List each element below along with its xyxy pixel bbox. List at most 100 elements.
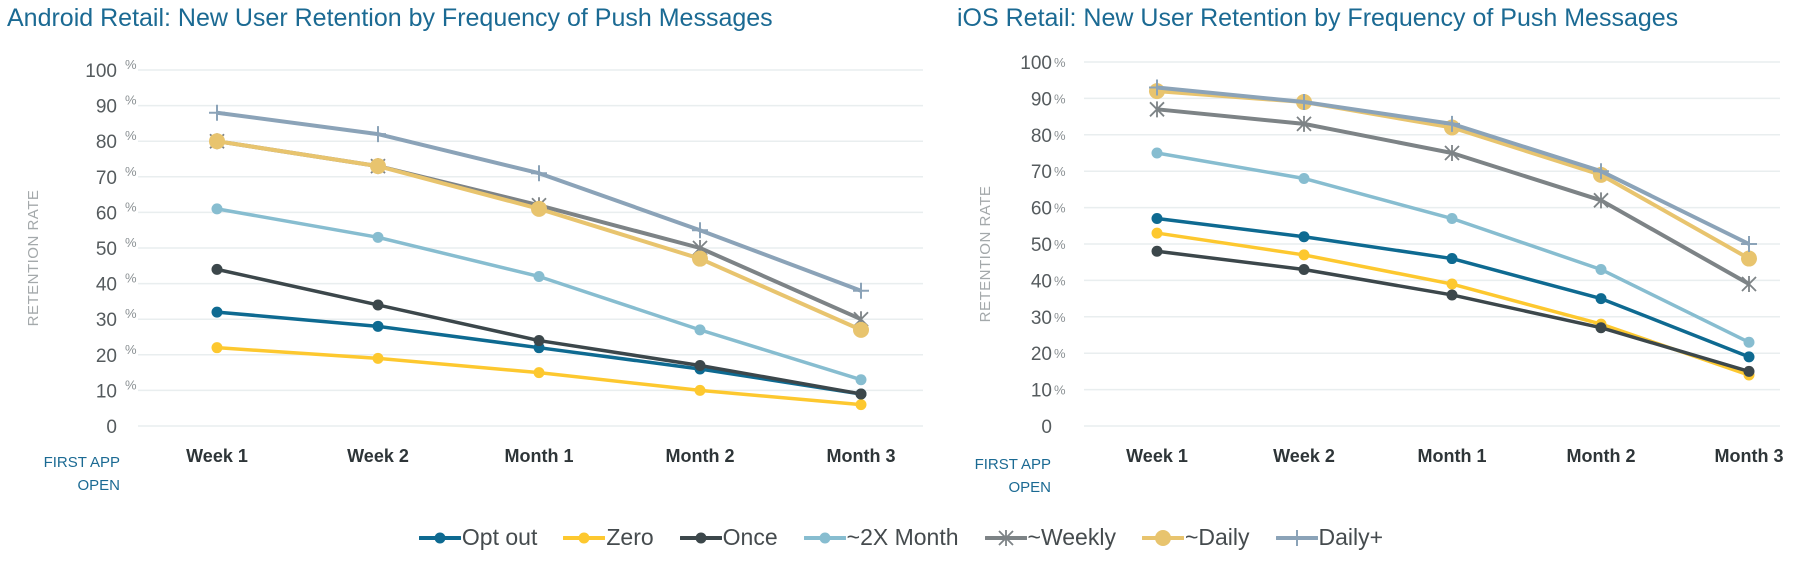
y-tick-label: 40: [1031, 271, 1052, 292]
data-point: [1743, 365, 1755, 377]
data-point: [1149, 79, 1165, 96]
y-tick-suffix: %: [1054, 201, 1066, 216]
data-point: [533, 367, 545, 379]
data-point: [1446, 253, 1458, 265]
data-point: [1444, 145, 1460, 161]
data-point: [372, 299, 384, 311]
data-point: [211, 306, 223, 318]
y-tick-label: 60: [1031, 199, 1052, 220]
data-point: [578, 532, 590, 543]
legend-item: Opt out: [418, 524, 537, 551]
data-point: [1444, 115, 1460, 132]
y-tick-label: 60: [96, 203, 117, 224]
data-point: [1741, 276, 1757, 293]
legend-label: ~2X Month: [846, 524, 959, 550]
data-point: [1151, 213, 1163, 225]
legend-label: ~Daily: [1184, 524, 1250, 550]
data-point: [1151, 227, 1163, 239]
data-point: [1446, 213, 1458, 225]
y-tick-label: 70: [96, 168, 117, 189]
legend-item: ~Daily: [1141, 524, 1250, 551]
y-tick-label: 20: [96, 346, 117, 367]
legend-label: Daily+: [1318, 524, 1384, 550]
data-point: [853, 321, 869, 338]
data-point: [1296, 115, 1312, 132]
y-tick-suffix: %: [125, 235, 137, 250]
data-point: [1296, 94, 1312, 111]
y-tick-label: 10: [96, 381, 117, 402]
data-point: [1595, 322, 1607, 334]
series-daily: [1149, 79, 1757, 252]
legend-swatch-icon: [1141, 529, 1184, 546]
data-point: [692, 222, 708, 239]
data-point: [1593, 192, 1609, 209]
y-tick-suffix: %: [1054, 55, 1066, 70]
series-weekly: [209, 133, 869, 328]
legend-label: Once: [722, 524, 778, 550]
series-zero: [1151, 227, 1755, 381]
y-tick-label: 40: [96, 275, 117, 296]
data-point: [853, 282, 869, 299]
data-point: [1288, 529, 1305, 546]
data-point: [209, 104, 225, 121]
y-tick-label: 50: [1031, 235, 1052, 256]
data-point: [1298, 249, 1310, 261]
y-tick-label: 50: [96, 239, 117, 260]
legend-item: Daily+: [1275, 524, 1384, 551]
data-point: [855, 399, 867, 411]
data-point: [372, 320, 384, 332]
data-point: [533, 335, 545, 347]
data-point: [1743, 351, 1755, 363]
charts-canvas: 010 %20 %30 %40 %50 %60 %70 %80 %90 %100 %RETENTIO…: [25, 53, 1784, 496]
x-tick-label: Month 1: [1418, 446, 1487, 466]
series-daily: [209, 133, 869, 338]
data-point: [1298, 172, 1310, 184]
y-tick-label: 90: [96, 97, 117, 118]
data-point: [1593, 163, 1609, 180]
y-tick-suffix: %: [125, 164, 137, 179]
y-tick-label: 100: [1020, 53, 1052, 74]
data-point: [997, 529, 1014, 546]
y-axis-label: RETENTION RATE: [25, 190, 42, 327]
data-point: [855, 374, 867, 386]
y-tick-suffix: %: [1054, 310, 1066, 325]
y-tick-suffix: %: [125, 199, 137, 214]
legend: Opt out Zero Once ~2X Month ~Weekly ~Daily Dai…: [0, 524, 1802, 551]
y-tick-label: 20: [1031, 344, 1052, 365]
ios-chart: 010 %20 %30 %40 %50 %60 %70 %80 %90 %100 %RETENTIO…: [975, 53, 1784, 496]
y-tick-label: 70: [1031, 162, 1052, 183]
ios-chart-title: iOS Retail: New User Retention by Freque…: [957, 4, 1679, 32]
data-point: [531, 200, 547, 217]
series-2x-month: [1151, 147, 1755, 348]
legend-item: ~Weekly: [984, 524, 1116, 551]
x-axis-label: FIRST APP OPEN: [44, 454, 120, 494]
legend-swatch-icon: [418, 532, 461, 543]
data-point: [1741, 250, 1757, 267]
x-axis-label: FIRST APP OPEN: [975, 456, 1051, 496]
y-tick-label: 0: [106, 417, 117, 438]
x-tick-label: Week 1: [186, 446, 248, 466]
series-opt-out: [1151, 213, 1755, 363]
legend-item: ~2X Month: [803, 524, 959, 551]
y-tick-suffix: %: [1054, 237, 1066, 252]
data-point: [1154, 529, 1171, 546]
data-point: [1743, 336, 1755, 348]
y-tick-suffix: %: [1054, 383, 1066, 398]
y-tick-label: 100: [85, 61, 117, 82]
data-point: [370, 158, 386, 175]
y-tick-suffix: %: [125, 57, 137, 72]
data-point: [1446, 289, 1458, 301]
data-point: [1741, 236, 1757, 252]
android-chart-title: Android Retail: New User Retention by Fr…: [7, 4, 773, 32]
data-point: [211, 342, 223, 354]
legend-label: ~Weekly: [1027, 524, 1116, 550]
series-daily: [209, 104, 869, 299]
y-tick-label: 90: [1031, 89, 1052, 110]
legend-swatch-icon: [984, 529, 1027, 546]
y-tick-suffix: %: [125, 306, 137, 321]
data-point: [694, 359, 706, 371]
y-tick-suffix: %: [1054, 273, 1066, 288]
data-point: [370, 126, 386, 143]
y-tick-suffix: %: [1054, 346, 1066, 361]
data-point: [694, 324, 706, 336]
